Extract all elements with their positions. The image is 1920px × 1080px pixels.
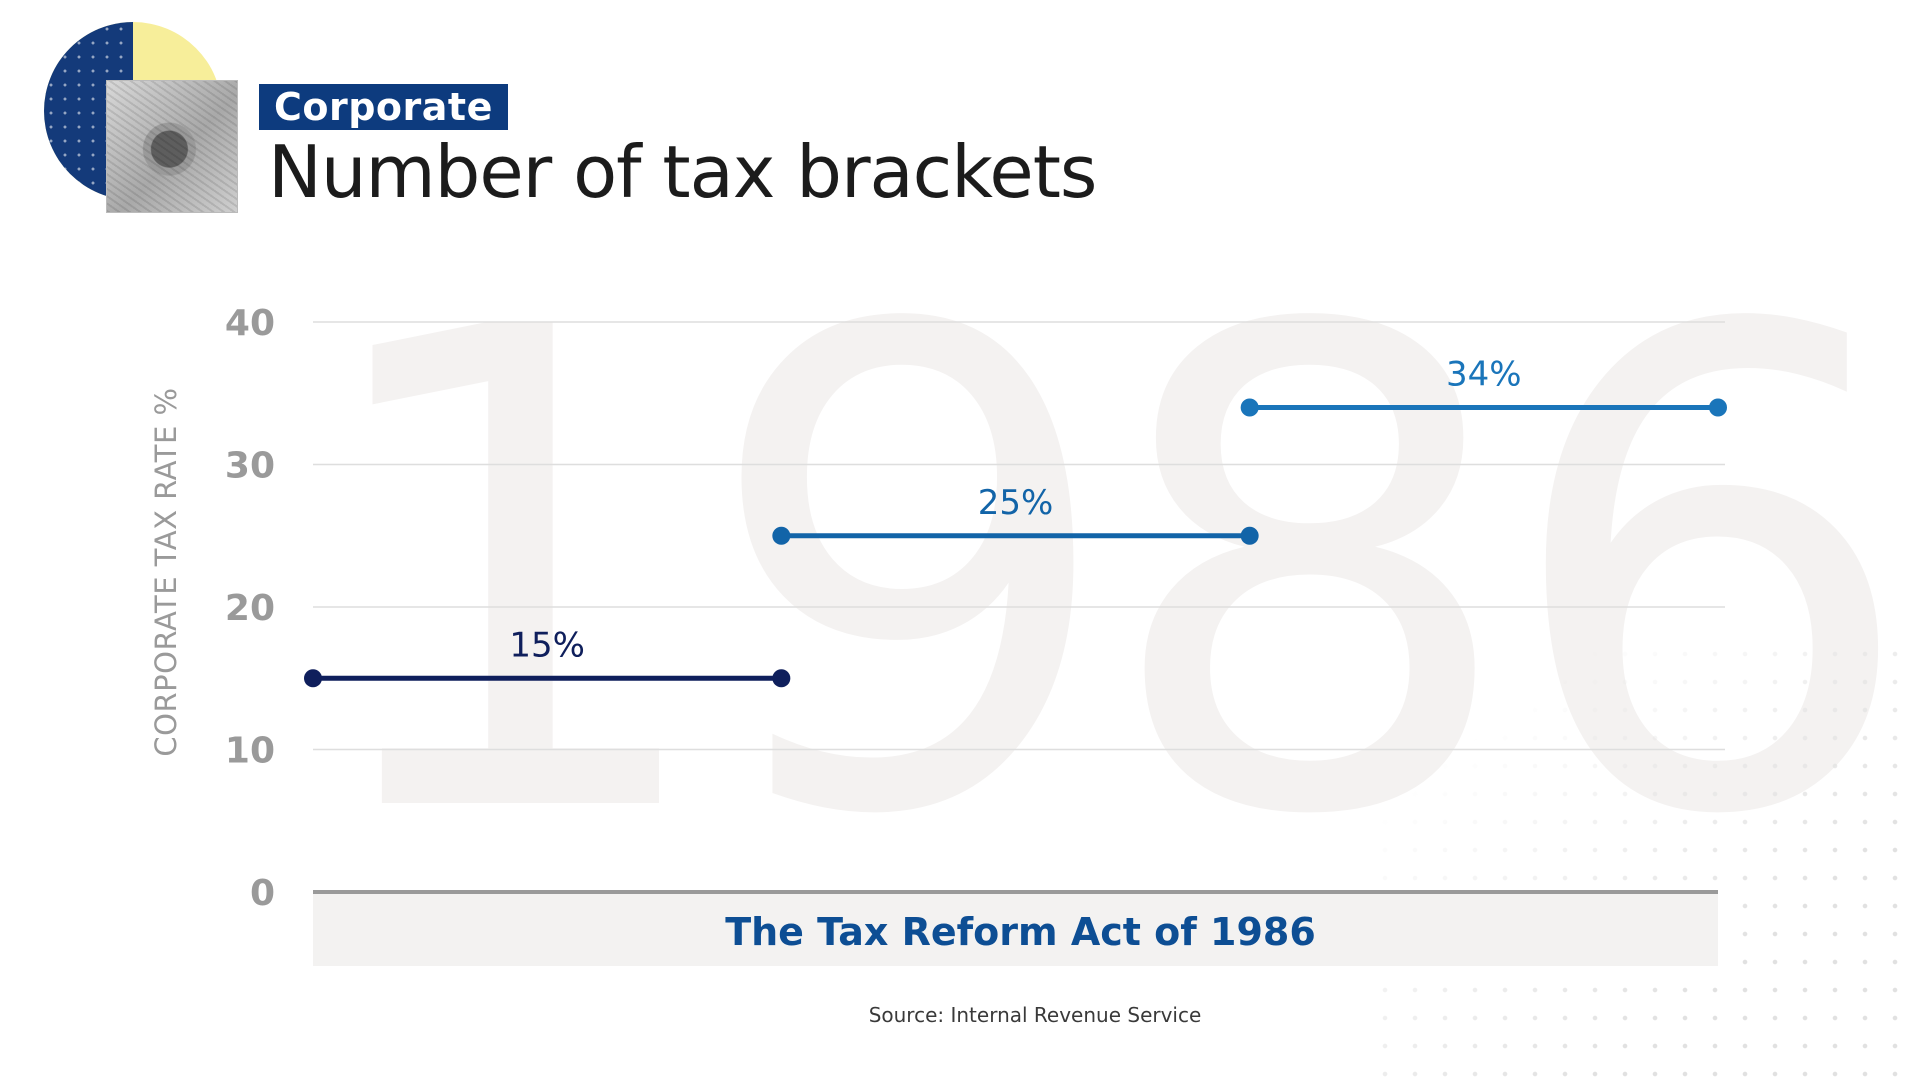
- logo: [40, 20, 240, 215]
- y-tick-label-30: 30: [225, 446, 275, 487]
- page-title: Number of tax brackets: [268, 130, 1097, 214]
- dollar-bill-image: [106, 80, 238, 213]
- y-tick-label-20: 20: [225, 588, 275, 629]
- y-tick-label-40: 40: [225, 303, 275, 344]
- data-label-2: 25%: [978, 483, 1054, 523]
- y-tick-label-10: 10: [225, 731, 275, 772]
- x-axis-category-label: The Tax Reform Act of 1986: [725, 910, 1316, 954]
- data-label-1: 15%: [509, 625, 585, 665]
- series-start-point-2: [772, 526, 791, 545]
- y-axis-title: CORPORATE TAX RATE %: [149, 387, 183, 756]
- data-label-3: 34%: [1446, 355, 1522, 395]
- series-start-point-1: [304, 669, 322, 688]
- x-axis-category-band: [313, 892, 1718, 966]
- source-note: Source: Internal Revenue Service: [868, 1003, 1202, 1027]
- series-end-point-2: [1240, 526, 1259, 545]
- series-end-point-1: [772, 669, 791, 688]
- y-tick-label-0: 0: [250, 873, 275, 914]
- series-end-point-3: [1709, 398, 1727, 417]
- series-start-point-3: [1240, 398, 1259, 417]
- category-tag: Corporate: [259, 84, 508, 130]
